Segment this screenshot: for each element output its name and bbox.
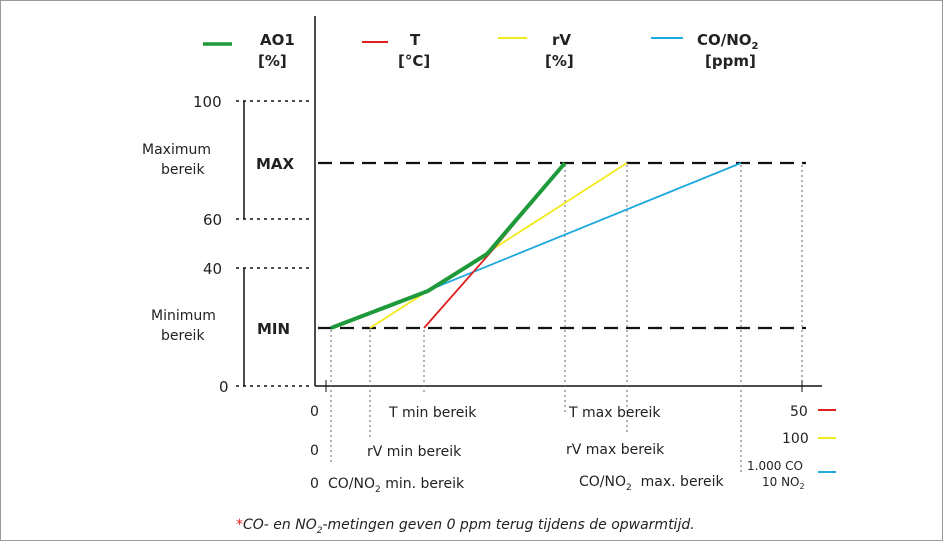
legend-unit-conox: [ppm] (705, 52, 756, 70)
x-scale-conox-end-2-sub: 2 (800, 482, 805, 491)
minimum-range-label-2: bereik (161, 328, 205, 344)
x-scale-rv-start: 0 (310, 443, 319, 459)
maximum-range-label-1: Maximum (142, 142, 211, 158)
x-scale-rv-max-label: rV max bereik (566, 442, 665, 458)
x-scale-t-max-label: T max bereik (568, 405, 661, 421)
x-scale-conox-min-label: CO/NO2 min. bereik (328, 476, 465, 495)
x-scale-t-start: 0 (310, 404, 319, 420)
vertical-guides (330, 165, 803, 475)
x-scale-rv-min-label: rV min bereik (367, 444, 462, 460)
legend: AO1 [%] T [°C] rV [%] CO/NO2 [ppm] (203, 31, 759, 70)
legend-unit-ao1: [%] (258, 52, 287, 70)
legend-label-ao1: AO1 (260, 31, 295, 49)
footnote-star: * (236, 517, 243, 533)
series-line-ao1 (330, 161, 567, 330)
max-label: MAX (256, 155, 295, 173)
x-scale-conox-min-sub: 2 (375, 485, 381, 495)
x-scale-conox-max-label: CO/NO2 max. bereik (579, 474, 725, 493)
x-scale-conox-start: 0 (310, 476, 319, 492)
footnote-sub: 2 (317, 526, 323, 536)
x-scale-conox-end-2-main: 10 NO (762, 475, 800, 489)
min-label: MIN (257, 320, 290, 338)
footnote-part1: CO- en NO (243, 517, 317, 533)
x-scale-conox-end-2: 10 NO2 (762, 475, 805, 491)
x-scale-conox-min-main: CO/NO (328, 476, 375, 492)
x-scale-t-end: 50 (790, 404, 808, 420)
x-scale-conox-end-1: 1.000 CO (747, 459, 803, 473)
footnote: *CO- en NO2-metingen geven 0 ppm terug t… (236, 517, 695, 536)
series-line-rv (369, 162, 628, 329)
x-scale-conox-max-rest: max. bereik (632, 474, 725, 490)
y-tick-60: 60 (203, 211, 222, 229)
legend-unit-rv: [%] (545, 52, 574, 70)
legend-label-conox-sub: 2 (752, 41, 759, 52)
x-scale-rv-end: 100 (782, 431, 809, 447)
footnote-part2: -metingen geven 0 ppm terug tijdens de o… (322, 517, 694, 533)
legend-label-rv: rV (552, 31, 571, 49)
x-scale-conox-max-sub: 2 (626, 483, 632, 493)
legend-label-conox-main: CO/NO (697, 31, 752, 49)
y-tick-0: 0 (219, 378, 229, 396)
x-scale-t-min-label: T min bereik (388, 405, 477, 421)
x-scale-conox-max-main: CO/NO (579, 474, 626, 490)
y-tick-100: 100 (193, 93, 222, 111)
minimum-range-label-1: Minimum (151, 308, 216, 324)
legend-unit-t: [°C] (398, 52, 430, 70)
y-tick-40: 40 (203, 260, 222, 278)
legend-label-conox: CO/NO2 (697, 31, 759, 52)
maximum-range-label-2: bereik (161, 162, 205, 178)
legend-label-t: T (410, 31, 421, 49)
x-scale-conox-min-rest: min. bereik (381, 476, 465, 492)
